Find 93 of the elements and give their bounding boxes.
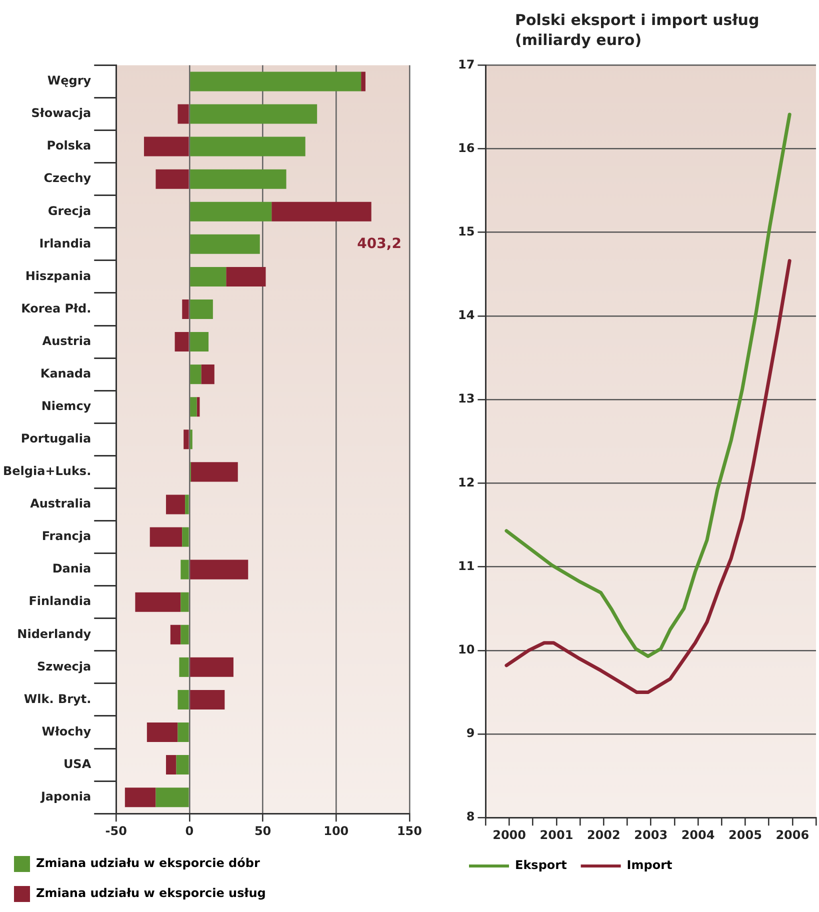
- x-tick-label: 150: [396, 824, 422, 838]
- y-tick-label: 12: [458, 475, 475, 490]
- y-tick-label: Wlk. Bryt.: [24, 692, 92, 706]
- x-tick-label: 2002: [586, 828, 620, 842]
- bar: [174, 332, 189, 352]
- bar: [170, 624, 181, 644]
- bar: [190, 657, 234, 677]
- y-tick-label: Australia: [30, 496, 92, 511]
- bar: [180, 560, 189, 580]
- x-tick-label: 2001: [540, 828, 574, 842]
- x-tick-label: 2004: [681, 828, 715, 842]
- y-tick-label: Słowacja: [31, 106, 92, 120]
- bar: [178, 104, 189, 124]
- y-tick-label: Korea Płd.: [21, 301, 92, 316]
- x-tick-label: 2003: [634, 828, 668, 842]
- bar: [135, 592, 181, 612]
- legend-label: Zmiana udziału w eksporcie dóbr: [36, 856, 260, 870]
- y-tick-label: Niemcy: [41, 398, 92, 413]
- y-tick-label: Kanada: [40, 366, 92, 380]
- y-tick-label: 11: [458, 558, 475, 573]
- bar: [179, 657, 189, 677]
- y-tick-label: Hiszpania: [25, 268, 92, 283]
- bar: [226, 266, 266, 286]
- y-tick-label: Finlandia: [28, 594, 92, 608]
- y-tick-label: 9: [466, 726, 475, 740]
- bar: [184, 430, 189, 450]
- y-tick-label: 14: [458, 308, 475, 322]
- bar: [190, 462, 238, 482]
- y-tick-label: Polska: [46, 138, 92, 153]
- y-tick-label: Czechy: [44, 171, 92, 186]
- y-tick-label: Niderlandy: [17, 626, 92, 641]
- y-tick-label: Grecja: [48, 204, 92, 218]
- y-tick-label: 8: [466, 810, 475, 824]
- bar: [180, 624, 189, 644]
- bar: [178, 690, 189, 710]
- bar: [190, 104, 318, 124]
- bar: [190, 169, 286, 189]
- bar: [190, 72, 362, 92]
- bar: [190, 560, 248, 580]
- bar: [156, 169, 189, 189]
- y-tick-label: Belgia+Luks.: [3, 464, 92, 478]
- y-tick-label: Portugalia: [20, 432, 92, 446]
- y-tick-label: Szwecja: [36, 659, 92, 674]
- bar: [156, 788, 189, 808]
- y-tick-label: USA: [63, 756, 92, 771]
- bar: [190, 332, 209, 352]
- legend-label: Import: [626, 858, 673, 872]
- bar: [185, 494, 189, 514]
- y-tick-label: 17: [458, 57, 475, 72]
- bar: [190, 690, 225, 710]
- y-tick-label: 10: [458, 642, 475, 657]
- bar: [190, 136, 306, 156]
- bar: [150, 527, 182, 547]
- bar: [272, 202, 372, 222]
- x-tick-label: 2006: [776, 828, 810, 842]
- bar: [361, 72, 366, 92]
- y-tick-label: 13: [458, 392, 475, 406]
- y-tick-label: Japonia: [40, 789, 92, 804]
- y-tick-label: Dania: [52, 562, 92, 576]
- bar: [190, 397, 197, 417]
- bar: [178, 722, 189, 742]
- y-tick-label: 16: [458, 140, 475, 155]
- bar: [180, 592, 189, 612]
- bar: [124, 788, 156, 808]
- legend-label: Zmiana udziału w eksporcie usług: [36, 886, 266, 900]
- bar: [190, 266, 226, 286]
- chart-title: Polski eksport i import usług (miliardy euro): [515, 10, 760, 50]
- y-tick-label: Węgry: [47, 74, 92, 88]
- bar: [190, 299, 213, 320]
- bar: [146, 722, 178, 742]
- y-tick-label: Włochy: [42, 724, 92, 738]
- bar: [190, 234, 260, 254]
- bar: [166, 494, 186, 514]
- x-tick-label: 50: [254, 824, 272, 838]
- bar: [182, 299, 189, 320]
- x-tick-label: 2005: [728, 828, 762, 842]
- x-tick-label: -50: [105, 824, 127, 838]
- y-tick-label: Austria: [42, 334, 92, 348]
- annotation: 403,2: [357, 236, 402, 252]
- legend-label: Eksport: [515, 858, 568, 872]
- bar: [190, 364, 202, 384]
- y-tick-label: Irlandia: [39, 236, 92, 250]
- x-tick-label: 2000: [492, 828, 526, 842]
- x-tick-label: 100: [324, 824, 349, 838]
- bar: [182, 527, 189, 547]
- bar: [144, 136, 189, 156]
- bar: [166, 755, 176, 775]
- x-tick-label: 0: [185, 824, 194, 838]
- bar: [190, 202, 272, 222]
- bar: [176, 755, 189, 775]
- y-tick-label: Francja: [42, 529, 92, 544]
- bar: [201, 364, 214, 384]
- y-tick-label: 15: [458, 224, 475, 239]
